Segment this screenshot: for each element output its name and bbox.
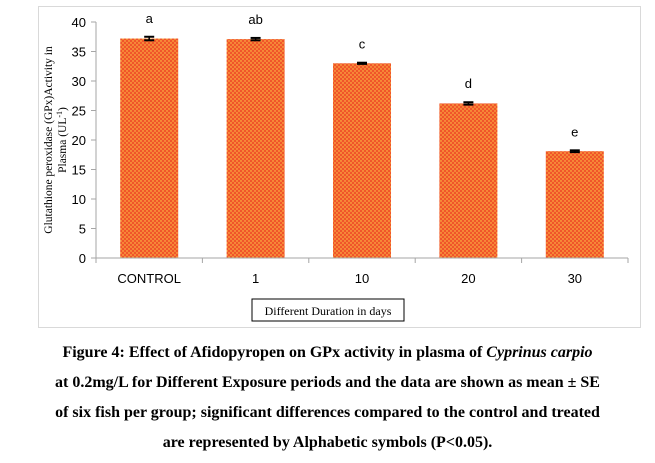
y-tick-label: 15	[72, 163, 86, 178]
bar-20	[439, 103, 498, 258]
x-axis-label: Different Duration in days	[265, 304, 392, 318]
significance-label: e	[571, 124, 578, 139]
significance-label: c	[359, 37, 366, 52]
caption-species: Cyprinus carpio	[486, 344, 593, 361]
error-bar	[357, 61, 367, 65]
figure-caption: Figure 4: Effect of Afidopyropen on GPx …	[0, 338, 655, 458]
y-tick-label: 35	[72, 45, 86, 60]
caption-line-3: of six fish per group; significant diffe…	[55, 404, 600, 421]
x-tick-label: 1	[252, 271, 259, 286]
error-bar	[144, 35, 155, 42]
y-tick-label: 5	[79, 222, 86, 237]
error-bar	[463, 101, 474, 106]
caption-line-2: at 0.2mg/L for Different Exposure period…	[55, 374, 600, 391]
error-bar	[569, 149, 580, 154]
significance-label: ab	[248, 12, 262, 27]
bar-chart: a ab c d e 0 5 10 15 20 25 30 35 40 CONTROL 1 10 20 30 G…	[43, 11, 629, 322]
y-ticks: 0 5 10 15 20 25 30 35 40	[72, 15, 96, 266]
y-axis-label-line-1: Glutathione peroxidase (GPx)Activity in	[43, 46, 55, 234]
bar-30	[545, 151, 604, 258]
y-tick-label: 30	[72, 74, 86, 89]
x-tick-label: 20	[461, 271, 475, 286]
caption-line-4: are represented by Alphabetic symbols (P…	[162, 434, 493, 451]
significance-label: d	[465, 76, 472, 91]
x-axis-label-box: Different Duration in days	[251, 298, 405, 322]
bar-1	[226, 39, 285, 258]
x-ticks: CONTROL 1 10 20 30	[95, 258, 629, 286]
y-tick-label: 40	[72, 15, 86, 30]
error-bar	[250, 36, 261, 42]
y-tick-label: 0	[79, 251, 86, 266]
y-tick-label: 10	[72, 192, 86, 207]
x-tick-label: 10	[355, 271, 369, 286]
y-axis-label-line-2: Plasma (UL-1)	[55, 107, 69, 173]
x-tick-label: 30	[568, 271, 582, 286]
bar-10	[333, 63, 391, 258]
bars-layer: a ab c d e	[120, 11, 604, 258]
y-tick-label: 25	[72, 104, 86, 119]
caption-line-1: Figure 4: Effect of Afidopyropen on GPx …	[62, 344, 487, 361]
x-tick-label: CONTROL	[117, 271, 181, 286]
bar-control	[120, 38, 179, 258]
y-axis-label: Glutathione peroxidase (GPx)Activity in P…	[43, 46, 69, 234]
y-tick-label: 20	[72, 133, 86, 148]
significance-label: a	[146, 11, 154, 26]
